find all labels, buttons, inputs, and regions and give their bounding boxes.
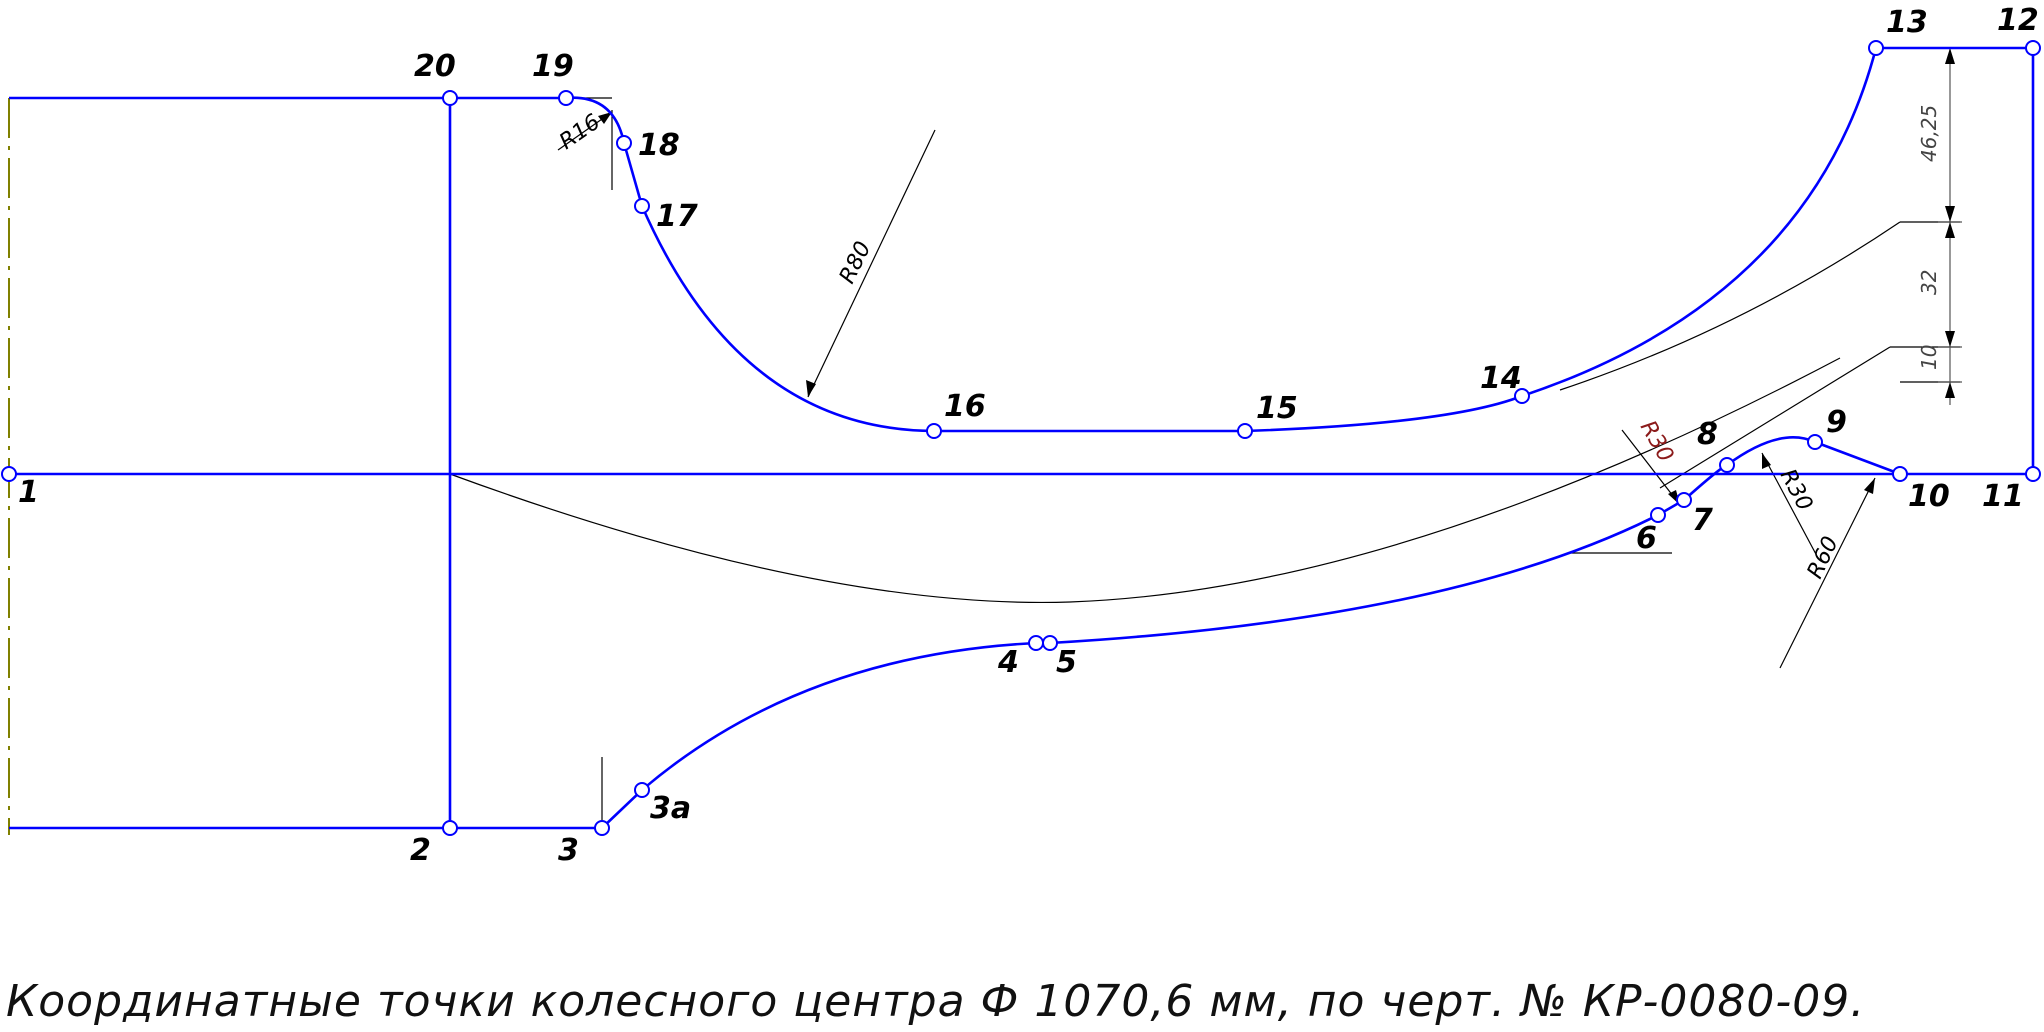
label-7: 7	[1692, 503, 1713, 538]
marker-3a	[634, 782, 650, 798]
marker-5	[1042, 635, 1058, 651]
label-16: 16	[944, 389, 986, 424]
label-2: 2	[410, 833, 431, 868]
marker-17	[634, 198, 650, 214]
point-markers	[1, 40, 2041, 836]
upper-profile-curve	[565, 47, 1878, 433]
marker-16	[926, 423, 942, 439]
marker-15	[1237, 423, 1253, 439]
marker-13	[1868, 40, 1884, 56]
r80-leader	[807, 129, 936, 398]
r30-left-leader	[1621, 429, 1681, 506]
label-11: 11	[1982, 479, 2024, 514]
point-labels: 1 2 3 3а 4 5 6 7 8 9 10 11 12 13 14 15 1…	[18, 3, 2039, 868]
marker-1	[1, 466, 17, 482]
lower-profile-curve	[601, 436, 1901, 829]
label-17: 17	[656, 199, 698, 234]
marker-12	[2025, 40, 2041, 56]
construction-arc-lower	[449, 357, 1841, 604]
label-5: 5	[1056, 645, 1077, 680]
marker-4	[1028, 635, 1044, 651]
label-12: 12	[1997, 3, 2039, 38]
ref-line-10c	[1659, 346, 1891, 489]
marker-2	[442, 820, 458, 836]
dim-46-label: 46,25	[1917, 105, 1941, 162]
label-6: 6	[1636, 521, 1657, 556]
radius-leaders	[557, 111, 1876, 669]
marker-11	[2025, 466, 2041, 482]
r30-right-label: R30	[1775, 465, 1817, 515]
label-3a: 3а	[650, 791, 691, 826]
marker-9	[1807, 434, 1823, 450]
wheel-profile	[9, 46, 2035, 830]
marker-3	[594, 820, 610, 836]
drawing-caption: Координатные точки колесного центра Ф 10…	[6, 976, 1865, 1027]
label-15: 15	[1256, 391, 1298, 426]
label-1: 1	[18, 475, 39, 510]
dim-10-label: 10	[1917, 345, 1941, 370]
radius-arrows	[598, 112, 1875, 505]
marker-6	[1650, 507, 1666, 523]
r30-right-leader	[1761, 452, 1819, 559]
label-3: 3	[558, 833, 579, 868]
label-9: 9	[1826, 405, 1847, 440]
r80-label: R80	[835, 238, 876, 288]
marker-19	[558, 90, 574, 106]
r30-left-label: R30	[1635, 417, 1678, 467]
marker-14	[1514, 388, 1530, 404]
label-18: 18	[638, 128, 680, 163]
dim-32-label: 32	[1917, 270, 1941, 295]
marker-7	[1676, 492, 1692, 508]
marker-18	[616, 135, 632, 151]
label-4: 4	[997, 645, 1019, 680]
label-19: 19	[532, 49, 574, 84]
dimension-arrows	[1945, 48, 1955, 398]
r16-label: R16	[555, 110, 605, 155]
label-20: 20	[414, 49, 456, 84]
marker-8	[1719, 457, 1735, 473]
label-10: 10	[1908, 479, 1950, 514]
label-14: 14	[1480, 361, 1522, 396]
marker-20	[442, 90, 458, 106]
label-8: 8	[1697, 417, 1718, 452]
construction-arc-upper	[1559, 221, 1901, 391]
r60-leader	[1779, 477, 1876, 669]
marker-10	[1892, 466, 1908, 482]
label-13: 13	[1886, 5, 1928, 40]
